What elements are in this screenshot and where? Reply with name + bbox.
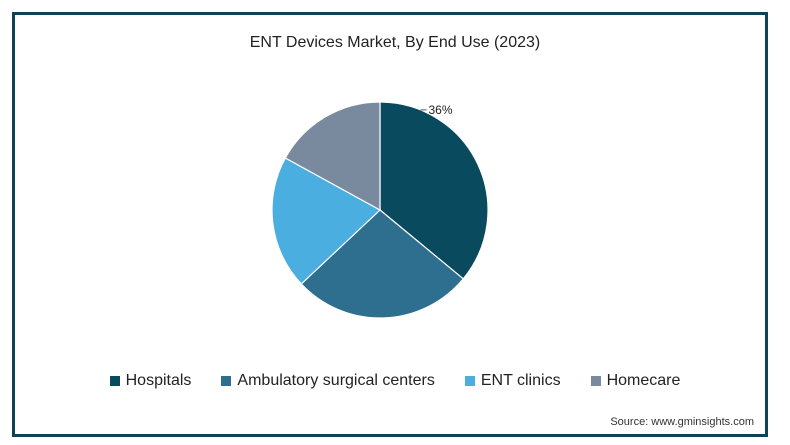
pie-slice-hospitals	[379, 101, 489, 280]
chart-legend: Hospitals Ambulatory surgical centers EN…	[0, 372, 790, 390]
legend-label-ent-clinics: ENT clinics	[480, 372, 561, 389]
source-note: Source: www.gminsights.com	[610, 416, 754, 428]
legend-label-hospitals: Hospitals	[125, 372, 192, 389]
legend-swatch-ent-clinics	[464, 376, 475, 386]
pie-slice-ambulatory-surgical-centers	[300, 209, 465, 319]
legend-swatch-ambulatory-surgical-centers	[221, 376, 232, 386]
data-label-hospitals: 36%	[429, 103, 453, 117]
legend-label-ambulatory-surgical-centers: Ambulatory surgical centers	[237, 372, 435, 389]
legend-item-homecare: Homecare	[590, 372, 681, 390]
legend-item-hospitals: Hospitals	[109, 372, 192, 390]
pie-slice-homecare	[284, 101, 381, 212]
legend-swatch-hospitals	[109, 376, 120, 386]
legend-label-homecare: Homecare	[606, 372, 681, 389]
legend-item-ambulatory-surgical-centers: Ambulatory surgical centers	[221, 372, 435, 390]
legend-swatch-homecare	[590, 376, 601, 386]
chart-title: ENT Devices Market, By End Use (2023)	[249, 34, 541, 51]
pie-slice-ent-clinics	[271, 157, 382, 285]
legend-item-ent-clinics: ENT clinics	[464, 372, 561, 390]
